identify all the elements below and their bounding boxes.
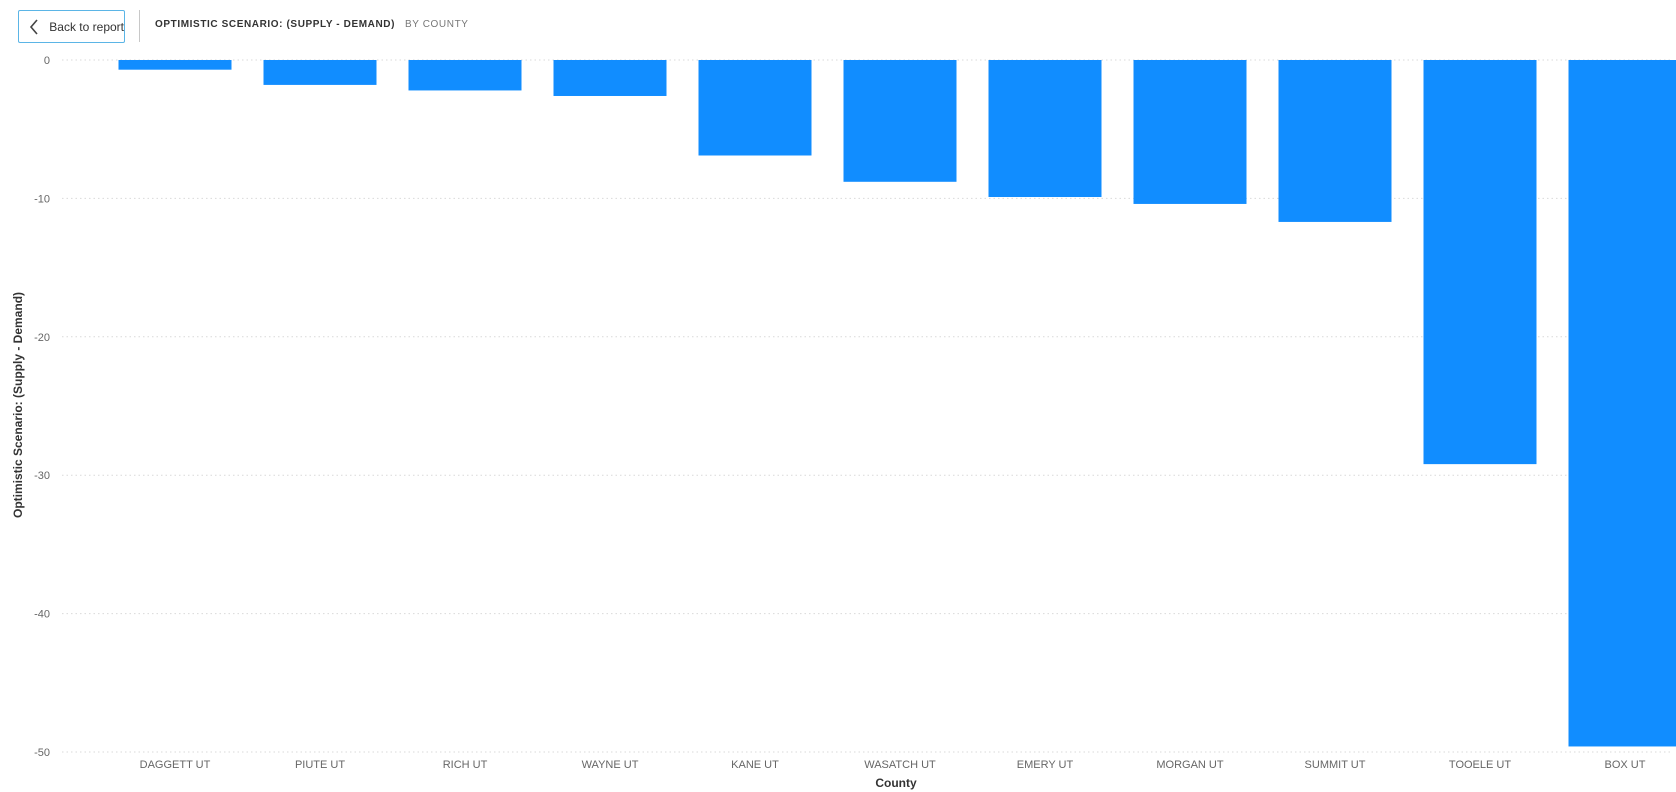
header-divider	[139, 10, 140, 42]
y-tick-label: 0	[44, 55, 50, 67]
bar	[988, 60, 1102, 198]
bar	[1568, 60, 1676, 747]
bar	[263, 60, 377, 85]
y-tick-label: -20	[34, 332, 50, 344]
x-tick-label: BOX UT	[1605, 759, 1646, 771]
chart-header: Back to report OPTIMISTIC SCENARIO: (SUP…	[0, 0, 1676, 52]
x-tick-label: PIUTE UT	[295, 759, 345, 771]
chart-subtitle: BY COUNTY	[405, 19, 469, 30]
bar	[118, 60, 232, 70]
bar	[1133, 60, 1247, 204]
y-tick-label: -40	[34, 609, 50, 621]
x-tick-label: WAYNE UT	[582, 759, 639, 771]
x-tick-label: RICH UT	[443, 759, 488, 771]
chevron-left-icon	[24, 16, 43, 38]
x-tick-label: DAGGETT UT	[140, 759, 211, 771]
bar	[1278, 60, 1392, 222]
y-tick-label: -50	[34, 747, 50, 759]
chart-title: OPTIMISTIC SCENARIO: (SUPPLY - DEMAND)	[155, 19, 396, 30]
y-tick-label: -10	[34, 193, 50, 205]
y-tick-label: -30	[34, 470, 50, 482]
x-tick-label: KANE UT	[731, 759, 779, 771]
x-tick-label: EMERY UT	[1017, 759, 1074, 771]
bar	[553, 60, 667, 96]
x-tick-label: SUMMIT UT	[1305, 759, 1366, 771]
back-to-report-label: Back to report	[49, 19, 124, 34]
bar	[408, 60, 522, 91]
x-tick-label: MORGAN UT	[1156, 759, 1224, 771]
bar	[698, 60, 812, 156]
back-to-report-button[interactable]: Back to report	[18, 10, 125, 43]
bar	[1423, 60, 1537, 465]
x-tick-label: WASATCH UT	[864, 759, 936, 771]
x-tick-label: TOOELE UT	[1449, 759, 1511, 771]
bar	[843, 60, 957, 182]
y-axis-title: Optimistic Scenario: (Supply - Demand)	[11, 292, 25, 518]
x-axis-title: County	[875, 776, 917, 790]
